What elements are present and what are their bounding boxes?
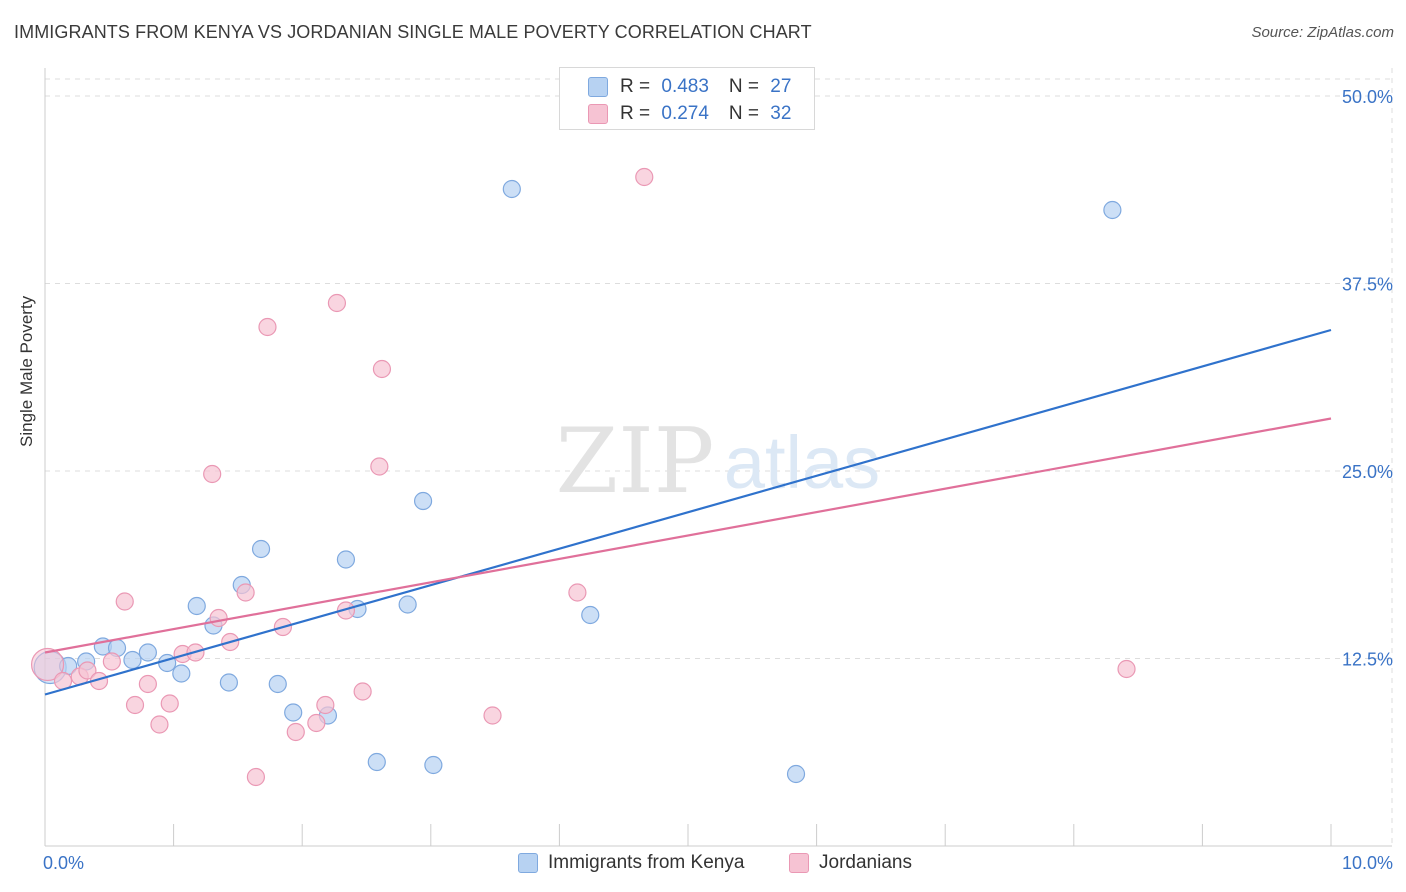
point-jordanian [160, 694, 179, 713]
point-kenya [219, 673, 238, 692]
point-kenya [172, 664, 191, 683]
legend-item-jordanians: Jordanians [789, 852, 912, 874]
legend-r-value: 0.483 [661, 76, 709, 97]
point-jordanian [30, 647, 65, 682]
point-jordanian [236, 583, 255, 602]
watermark-zip: ZIP [556, 409, 715, 514]
point-kenya [187, 596, 206, 616]
point-kenya [123, 650, 142, 670]
point-kenya [251, 539, 271, 559]
y-axis-label: Single Male Poverty [17, 295, 36, 447]
point-jordanian [203, 464, 222, 484]
y-tick-label: 25.0% [1342, 462, 1393, 482]
trendline-kenya [44, 328, 1332, 696]
point-kenya [336, 550, 356, 569]
y-tick-label: 12.5% [1342, 650, 1393, 670]
y-tick-label: 50.0% [1342, 87, 1393, 107]
point-jordanian [483, 706, 502, 725]
point-jordanian [138, 674, 157, 694]
point-jordanian [150, 715, 169, 734]
source-label: Source: ZipAtlas.com [1251, 24, 1394, 41]
point-kenya [413, 491, 433, 511]
legend-r-label: R = [620, 103, 656, 124]
series-legend: Immigrants from Kenya Jordanians [0, 852, 1406, 878]
y-tick-label: 37.5% [1342, 275, 1393, 295]
x-tick-label: 10.0% [1342, 853, 1393, 873]
point-jordanian [115, 592, 134, 611]
point-kenya [581, 605, 600, 625]
legend-label-jordanians: Jordanians [819, 852, 912, 873]
point-kenya [786, 764, 806, 784]
watermark-atlas: atlas [724, 421, 880, 504]
legend-label-kenya: Immigrants from Kenya [548, 852, 745, 873]
point-jordanian [1117, 659, 1136, 679]
legend-swatch-kenya [518, 853, 538, 873]
point-jordanian [125, 695, 145, 715]
point-jordanian [102, 652, 121, 671]
point-jordanian [209, 608, 228, 628]
legend-r-label: R = [620, 76, 656, 97]
point-jordanian [78, 661, 97, 680]
legend-n-value: 27 [770, 76, 792, 97]
point-kenya [367, 752, 386, 772]
point-jordanian [307, 713, 326, 733]
trendline-jordanian [44, 417, 1332, 654]
legend-swatch-jordanians [789, 853, 809, 873]
point-kenya [424, 755, 443, 775]
legend-n-label: N = [728, 76, 765, 97]
x-tick-label: 0.0% [43, 853, 84, 873]
legend-n-value: 32 [770, 103, 792, 124]
point-jordanian [568, 583, 587, 602]
legend-swatch-kenya [588, 77, 608, 97]
legend-n-label: N = [728, 103, 765, 124]
point-jordanian [372, 359, 392, 379]
point-kenya [398, 595, 417, 614]
point-jordanian [635, 167, 654, 187]
point-jordanian [286, 722, 305, 742]
point-jordanian [327, 293, 347, 313]
point-jordanian [258, 317, 277, 337]
legend-item-kenya: Immigrants from Kenya [518, 852, 744, 874]
legend-swatch-jordanians [588, 104, 608, 124]
point-kenya [284, 703, 303, 722]
point-kenya [1103, 200, 1122, 220]
point-kenya [138, 643, 157, 662]
point-jordanian [353, 682, 372, 701]
chart-title: IMMIGRANTS FROM KENYA VS JORDANIAN SINGL… [14, 22, 812, 42]
point-kenya [502, 179, 521, 199]
correlation-legend: R = 0.483 N = 27 R = 0.274 N = 32 [559, 67, 815, 130]
point-jordanian [246, 767, 266, 787]
point-kenya [268, 674, 287, 694]
point-jordanian [370, 457, 389, 476]
point-jordanian [316, 695, 335, 715]
legend-r-value: 0.274 [661, 103, 709, 124]
